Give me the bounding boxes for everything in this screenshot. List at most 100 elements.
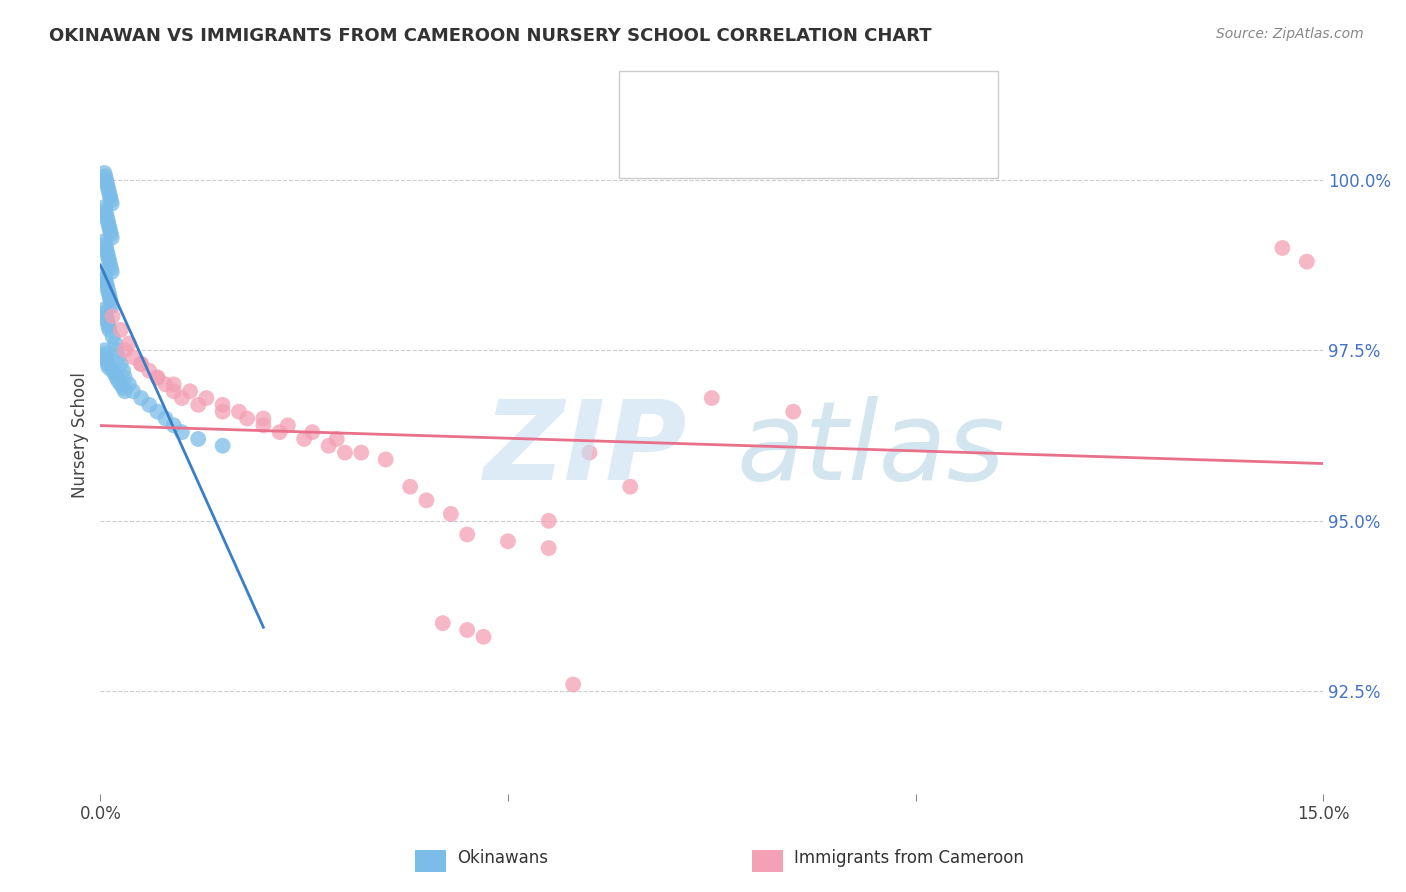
Point — [211, 405, 233, 419]
Point — [155, 377, 177, 392]
Point — [114, 343, 136, 358]
Point — [94, 207, 117, 221]
Point — [98, 224, 121, 238]
Text: 0.426: 0.426 — [725, 94, 782, 112]
Point — [93, 234, 115, 248]
Point — [163, 418, 186, 433]
Text: Okinawans: Okinawans — [457, 849, 548, 867]
Point — [98, 186, 121, 201]
Point — [562, 677, 585, 691]
Text: Source: ZipAtlas.com: Source: ZipAtlas.com — [1216, 27, 1364, 41]
Point — [94, 169, 117, 184]
Point — [163, 384, 186, 399]
Point — [269, 425, 291, 439]
Text: N =: N = — [813, 129, 865, 147]
Point — [211, 439, 233, 453]
Point — [93, 268, 115, 283]
Point — [96, 312, 118, 326]
Point — [97, 319, 120, 334]
Y-axis label: Nursery School: Nursery School — [72, 373, 89, 499]
Point — [96, 353, 118, 368]
Point — [472, 630, 495, 644]
Point — [96, 278, 118, 293]
Point — [96, 176, 118, 190]
Text: 78: 78 — [862, 94, 887, 112]
Point — [100, 261, 122, 276]
Point — [100, 231, 122, 245]
Point — [98, 254, 121, 268]
Point — [399, 480, 422, 494]
Point — [98, 190, 121, 204]
Point — [110, 323, 132, 337]
Point — [97, 360, 120, 375]
Point — [155, 411, 177, 425]
Point — [97, 183, 120, 197]
Point — [98, 292, 121, 306]
Point — [93, 166, 115, 180]
Point — [277, 418, 299, 433]
Point — [94, 203, 117, 218]
Point — [236, 411, 259, 425]
Point — [98, 323, 121, 337]
Point — [97, 285, 120, 300]
Point — [138, 398, 160, 412]
Point — [97, 179, 120, 194]
Point — [100, 193, 122, 207]
Point — [94, 306, 117, 320]
Text: 0.212: 0.212 — [725, 129, 782, 147]
Point — [252, 411, 274, 425]
Point — [114, 370, 136, 384]
Point — [1295, 254, 1317, 268]
Point — [94, 241, 117, 255]
Point — [187, 398, 209, 412]
Point — [98, 289, 121, 303]
Point — [170, 425, 193, 439]
Text: N =: N = — [813, 94, 865, 112]
Point — [104, 336, 127, 351]
Point — [138, 364, 160, 378]
Point — [100, 227, 122, 242]
Point — [537, 541, 560, 555]
Point — [107, 350, 129, 364]
Point — [97, 316, 120, 330]
Point — [170, 391, 193, 405]
Point — [97, 213, 120, 227]
Point — [350, 445, 373, 459]
Point — [112, 364, 135, 378]
Point — [432, 616, 454, 631]
Point — [94, 173, 117, 187]
Point — [94, 271, 117, 285]
Point — [333, 445, 356, 459]
Point — [440, 507, 463, 521]
Point — [122, 350, 145, 364]
Point — [94, 237, 117, 252]
Point — [100, 295, 122, 310]
Point — [94, 309, 117, 323]
Text: OKINAWAN VS IMMIGRANTS FROM CAMEROON NURSERY SCHOOL CORRELATION CHART: OKINAWAN VS IMMIGRANTS FROM CAMEROON NUR… — [49, 27, 932, 45]
Point — [96, 211, 118, 225]
Point — [374, 452, 396, 467]
Text: 59: 59 — [862, 129, 887, 147]
Point — [110, 377, 132, 392]
Point — [104, 367, 127, 381]
Point — [100, 196, 122, 211]
Point — [456, 527, 478, 541]
Point — [101, 329, 124, 343]
Point — [1271, 241, 1294, 255]
Point — [98, 258, 121, 272]
Point — [101, 364, 124, 378]
Point — [100, 265, 122, 279]
Point — [97, 282, 120, 296]
Point — [211, 398, 233, 412]
Point — [112, 381, 135, 395]
Point — [122, 384, 145, 399]
Point — [107, 374, 129, 388]
Point — [456, 623, 478, 637]
Text: R =: R = — [672, 94, 711, 112]
Text: atlas: atlas — [737, 396, 1005, 503]
Point — [93, 343, 115, 358]
Point — [318, 439, 340, 453]
Point — [301, 425, 323, 439]
Point — [118, 377, 141, 392]
Point — [326, 432, 349, 446]
